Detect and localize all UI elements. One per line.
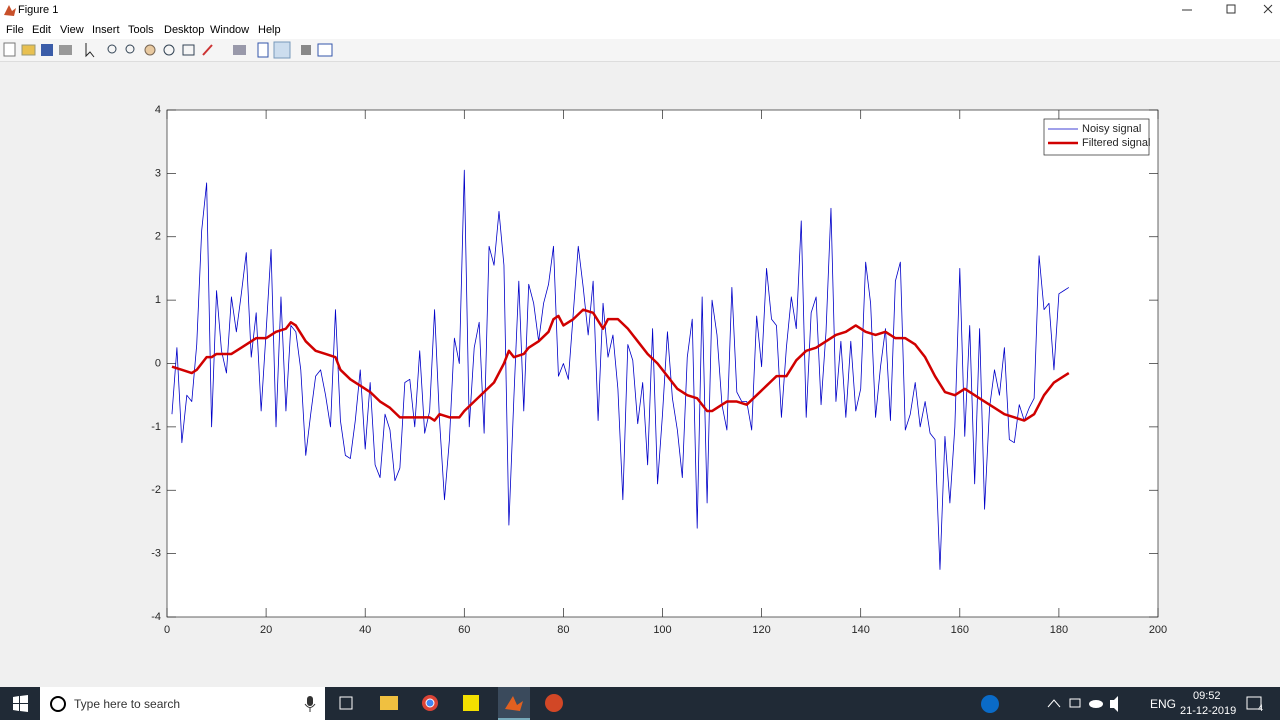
y-tick-label: 4 (155, 104, 161, 116)
x-tick-label: 60 (458, 624, 470, 636)
search-icon (50, 696, 66, 712)
search-placeholder: Type here to search (74, 697, 181, 711)
search-box[interactable]: Type here to search (40, 687, 325, 720)
x-tick-label: 140 (852, 624, 870, 636)
x-tick-label: 160 (951, 624, 969, 636)
legend-label: Noisy signal (1082, 123, 1141, 135)
legend-box (1043, 118, 1150, 156)
x-tick-label: 20 (260, 624, 272, 636)
x-tick-label: 100 (653, 624, 671, 636)
window-controls[interactable] (1160, 0, 1280, 20)
menu-item[interactable]: Edit (32, 24, 51, 36)
start-button[interactable] (0, 687, 40, 720)
chart: 0 20 40 60 80 100 120 140 160 180 200 -4 -3 -2 -1 0 1 2 3 4… (151, 104, 1167, 636)
toolbar (0, 39, 1280, 62)
x-tick-label: 180 (1050, 624, 1068, 636)
tray-icons[interactable] (978, 687, 1128, 720)
mic-icon (304, 696, 316, 712)
menu-item[interactable]: View (60, 24, 84, 36)
x-tick-label: 80 (557, 624, 569, 636)
clock-date[interactable]: 21-12-2019 (1180, 705, 1237, 717)
y-tick-label: 1 (155, 294, 161, 306)
x-tick-label: 0 (164, 624, 170, 636)
menu-item[interactable]: Window (210, 24, 250, 36)
notification-icon[interactable] (1245, 694, 1265, 714)
toolbar-icons[interactable] (0, 39, 340, 61)
y-tick-label: 2 (155, 231, 161, 243)
y-tick-label: -3 (151, 548, 161, 560)
series-line (171, 308, 1070, 422)
y-tick-label: -1 (151, 421, 161, 433)
y-tick-label: -2 (151, 484, 161, 496)
legend-label: Filtered signal (1082, 137, 1150, 149)
language[interactable]: ENG (1150, 697, 1177, 711)
clock-time[interactable]: 09:52 (1193, 690, 1221, 702)
axes-box (166, 109, 1159, 618)
app-icon (4, 5, 16, 16)
menu-item[interactable]: Desktop (164, 24, 205, 36)
y-tick-label: -4 (151, 611, 161, 623)
menu-item[interactable]: Insert (92, 24, 120, 36)
menu-bar: File Edit View Insert Tools Desktop Wind… (0, 20, 1280, 39)
menu-item[interactable]: File (6, 24, 24, 36)
x-tick-label: 200 (1149, 624, 1167, 636)
menu-item[interactable]: Tools (128, 24, 154, 36)
title-bar: Figure 1 (0, 0, 1280, 20)
menu-item[interactable]: Help (258, 24, 281, 36)
plot-area (167, 110, 1158, 617)
y-tick-label: 0 (155, 357, 161, 369)
y-tick-label: 3 (155, 167, 161, 179)
taskbar: Type here to search ENG 09:52 21-12-2019… (0, 687, 1280, 720)
notification-count: 4 (1258, 703, 1264, 713)
taskbar-apps[interactable] (330, 687, 570, 720)
x-tick-label: 40 (359, 624, 371, 636)
x-tick-label: 120 (752, 624, 770, 636)
series-line (171, 169, 1070, 570)
window-title: Figure 1 (18, 4, 59, 16)
